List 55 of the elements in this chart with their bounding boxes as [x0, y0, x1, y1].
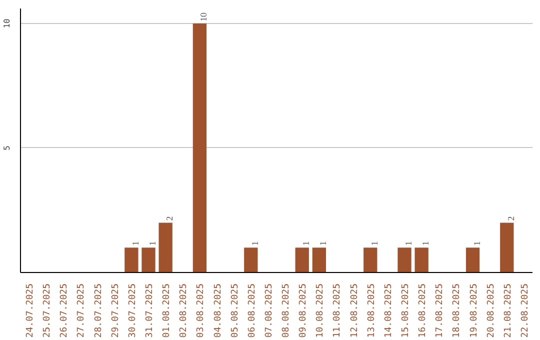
bar	[500, 222, 514, 272]
bar	[192, 23, 207, 272]
x-tick-label: 27.07.2025	[76, 283, 87, 338]
x-tick-label: 13.08.2025	[366, 283, 377, 338]
x-tick-label: 03.08.2025	[196, 283, 206, 338]
bar	[142, 248, 156, 272]
x-tick-label: 26.07.2025	[60, 283, 70, 338]
bar	[398, 248, 412, 272]
x-tick-label: 11.08.2025	[332, 283, 343, 338]
x-tick-label: 20.08.2025	[486, 283, 496, 338]
bar	[312, 248, 326, 272]
data-label: 1	[148, 241, 158, 246]
bar	[295, 248, 309, 272]
x-tick-label: 21.08.2025	[503, 283, 514, 338]
x-tick-label: 04.08.2025	[213, 283, 224, 338]
x-tick-label: 19.08.2025	[469, 283, 480, 338]
data-label: 1	[404, 241, 414, 246]
data-label: 2	[506, 216, 516, 221]
x-tick-label: 25.07.2025	[42, 283, 53, 338]
x-tick-label: 06.08.2025	[247, 283, 258, 338]
x-tick-label: 05.08.2025	[230, 283, 240, 338]
x-tick-label: 09.08.2025	[298, 283, 309, 338]
x-tick-label: 02.08.2025	[179, 283, 190, 338]
data-label: 10	[198, 12, 209, 22]
data-label: 1	[318, 241, 328, 246]
x-tick-label: 30.07.2025	[128, 283, 138, 338]
x-tick-label: 14.08.2025	[384, 283, 394, 338]
data-label: 1	[369, 241, 380, 246]
x-tick-label: 31.07.2025	[145, 283, 155, 338]
y-tick-label: 5	[2, 145, 12, 150]
data-label: 1	[420, 241, 431, 246]
x-tick-label: 01.08.2025	[162, 283, 172, 338]
bar	[158, 222, 172, 272]
x-tick-label: 28.07.2025	[94, 283, 104, 338]
x-tick-label: 17.08.2025	[435, 283, 446, 338]
bar	[364, 248, 378, 272]
data-label: 1	[250, 241, 260, 246]
bar	[124, 248, 138, 272]
x-tick-label: 22.08.2025	[520, 283, 530, 338]
x-tick-label: 18.08.2025	[452, 283, 462, 338]
x-tick-label: 07.08.2025	[264, 283, 274, 338]
x-tick-label: 24.07.2025	[26, 283, 36, 338]
x-tick-label: 08.08.2025	[282, 283, 292, 338]
data-label: 1	[301, 241, 312, 246]
data-label: 1	[472, 241, 482, 246]
x-tick-label: 12.08.2025	[350, 283, 360, 338]
x-tick-label: 15.08.2025	[401, 283, 411, 338]
x-tick-label: 29.07.2025	[110, 283, 121, 338]
bar	[466, 248, 480, 272]
bar	[244, 248, 258, 272]
data-label: 1	[130, 241, 140, 246]
data-label: 2	[164, 216, 175, 221]
bar	[414, 248, 428, 272]
x-tick-label: 16.08.2025	[418, 283, 428, 338]
x-tick-label: 10.08.2025	[316, 283, 326, 338]
